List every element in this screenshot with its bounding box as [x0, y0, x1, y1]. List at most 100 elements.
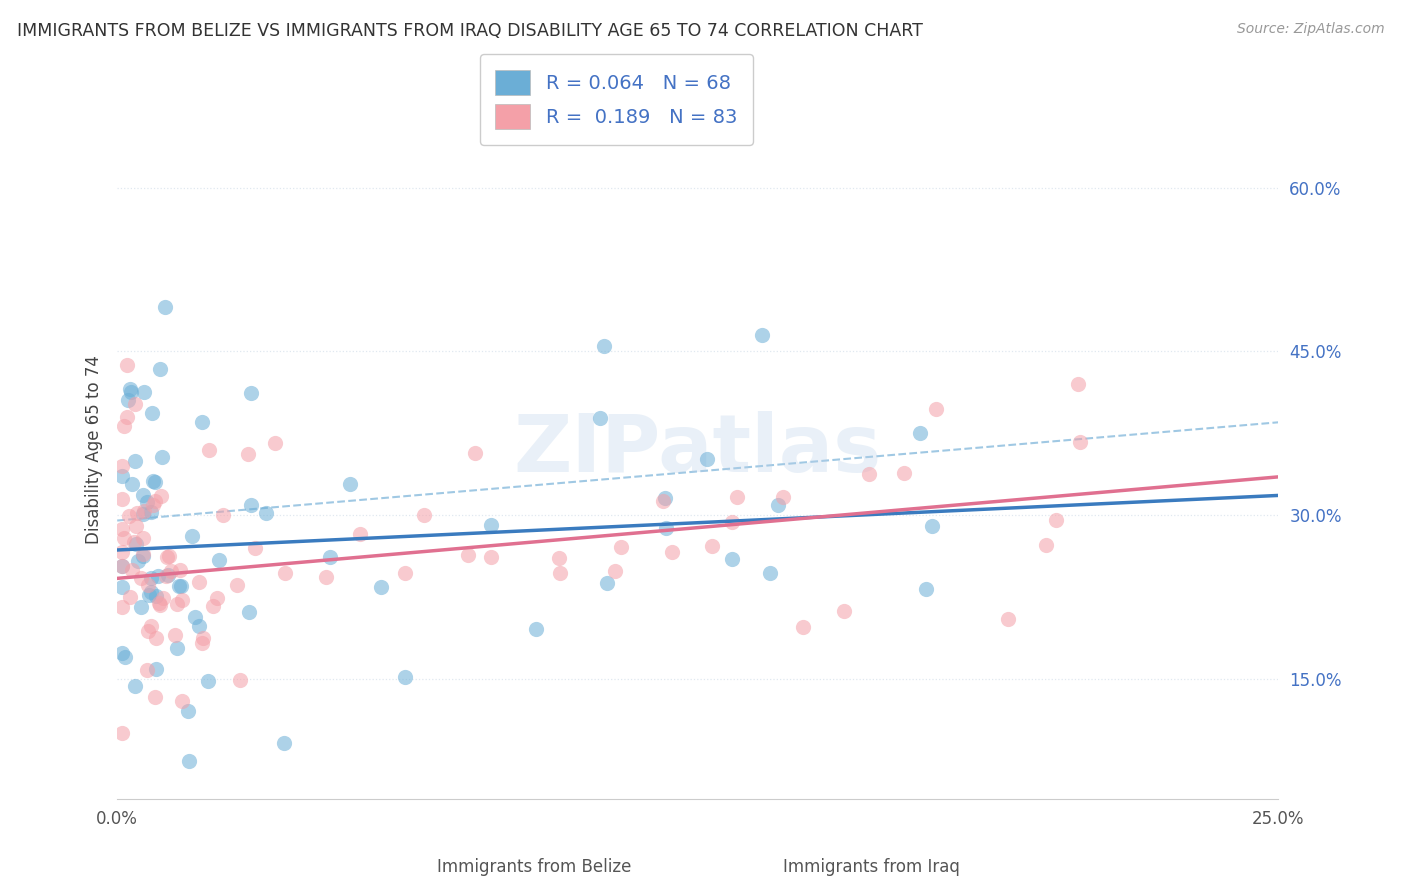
Point	[135, 663, 157, 677]
Point	[187, 619, 209, 633]
Point	[225, 578, 247, 592]
Point	[997, 612, 1019, 626]
Text: Source: ZipAtlas.com: Source: ZipAtlas.com	[1237, 22, 1385, 37]
Point	[111, 558, 134, 573]
Point	[205, 591, 228, 606]
Point	[725, 490, 748, 504]
Point	[150, 450, 173, 464]
Point	[131, 599, 153, 614]
Point	[114, 649, 136, 664]
Point	[1067, 376, 1090, 391]
Point	[142, 474, 165, 488]
Point	[118, 508, 141, 523]
Point	[239, 498, 262, 512]
Text: Immigrants from Iraq: Immigrants from Iraq	[783, 858, 960, 876]
Y-axis label: Disability Age 65 to 74: Disability Age 65 to 74	[86, 355, 103, 544]
Point	[117, 393, 139, 408]
Point	[238, 605, 260, 619]
Point	[792, 620, 814, 634]
Point	[124, 453, 146, 467]
Point	[111, 726, 134, 740]
Text: Immigrants from Belize: Immigrants from Belize	[437, 858, 631, 876]
Point	[548, 550, 571, 565]
Point	[655, 521, 678, 535]
Point	[159, 564, 181, 578]
Point	[394, 670, 416, 684]
Point	[339, 476, 361, 491]
Point	[132, 532, 155, 546]
Point	[273, 735, 295, 749]
Point	[169, 563, 191, 577]
Point	[141, 406, 163, 420]
Point	[696, 452, 718, 467]
Point	[132, 488, 155, 502]
Point	[111, 469, 134, 483]
Point	[264, 436, 287, 450]
Point	[170, 592, 193, 607]
Point	[148, 596, 170, 610]
Point	[145, 590, 167, 604]
Text: IMMIGRANTS FROM BELIZE VS IMMIGRANTS FROM IRAQ DISABILITY AGE 65 TO 74 CORRELATI: IMMIGRANTS FROM BELIZE VS IMMIGRANTS FRO…	[17, 22, 922, 40]
Point	[274, 566, 297, 581]
Point	[153, 301, 176, 315]
Point	[183, 610, 205, 624]
Point	[177, 704, 200, 718]
Point	[254, 506, 277, 520]
Point	[479, 517, 502, 532]
Point	[149, 599, 172, 613]
Point	[238, 446, 260, 460]
Point	[524, 622, 547, 636]
Point	[720, 515, 742, 529]
Point	[111, 559, 134, 574]
Point	[136, 624, 159, 638]
Point	[169, 579, 191, 593]
Point	[605, 564, 627, 578]
Point	[240, 386, 263, 401]
Point	[166, 640, 188, 655]
Point	[858, 467, 880, 481]
Point	[121, 563, 143, 577]
Point	[115, 358, 138, 372]
Point	[243, 541, 266, 555]
Point	[593, 339, 616, 353]
Point	[143, 475, 166, 489]
Point	[457, 549, 479, 563]
Point	[1069, 434, 1091, 449]
Point	[212, 508, 235, 522]
Point	[152, 591, 174, 605]
Point	[921, 519, 943, 533]
Point	[143, 690, 166, 705]
Point	[181, 529, 204, 543]
Point	[370, 580, 392, 594]
Point	[349, 527, 371, 541]
Point	[193, 631, 215, 645]
Point	[120, 384, 142, 399]
Point	[721, 552, 744, 566]
Point	[772, 491, 794, 505]
Point	[908, 426, 931, 441]
Point	[135, 495, 157, 509]
Point	[111, 522, 134, 536]
Point	[155, 569, 177, 583]
Point	[111, 580, 134, 594]
Point	[125, 536, 148, 550]
Point	[610, 541, 633, 555]
Point	[124, 679, 146, 693]
Point	[149, 489, 172, 503]
Point	[207, 553, 229, 567]
Point	[132, 547, 155, 561]
Point	[479, 550, 502, 565]
Legend: R = 0.064   N = 68, R =  0.189   N = 83: R = 0.064 N = 68, R = 0.189 N = 83	[479, 54, 754, 145]
Point	[163, 628, 186, 642]
Point	[191, 636, 214, 650]
Point	[125, 519, 148, 533]
Point	[197, 673, 219, 688]
Point	[319, 550, 342, 565]
Point	[229, 673, 252, 687]
Point	[170, 694, 193, 708]
Point	[652, 494, 675, 508]
Point	[112, 531, 135, 545]
Point	[118, 591, 141, 605]
Point	[141, 505, 163, 519]
Point	[167, 579, 190, 593]
